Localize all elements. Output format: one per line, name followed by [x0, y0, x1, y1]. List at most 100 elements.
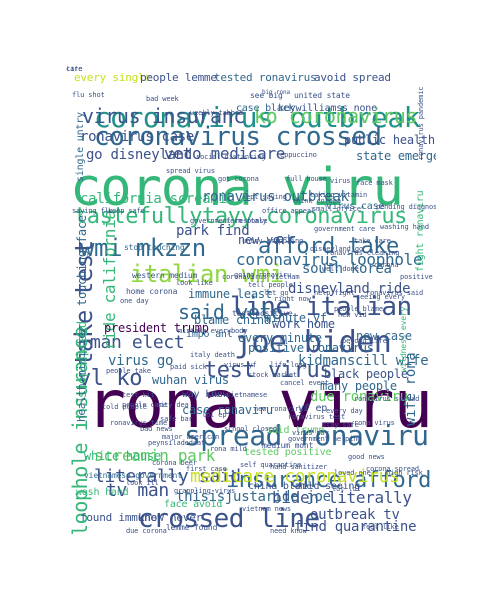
word-cloud: rona viru corona viru coronavirus outbreak… — [66, 66, 436, 534]
word-150: let go — [264, 289, 289, 297]
word-147: ronavirus said — [366, 289, 424, 297]
word-52: positive ronavirus — [248, 341, 374, 355]
word-25: thisisjustaride joe — [176, 489, 331, 505]
word-32: virus go — [108, 353, 174, 369]
word-21: coronavirus loophole — [236, 250, 423, 269]
word-61: minute yf — [264, 311, 327, 325]
word-111: lot lol — [332, 485, 361, 493]
word-71: know never — [138, 511, 203, 524]
word-58: touching face — [75, 215, 89, 306]
word-124: small office — [312, 205, 361, 213]
word-137: ronavirus spread — [354, 395, 420, 403]
word-75: face avoid — [164, 499, 223, 510]
word-149: going ronaviru — [234, 271, 292, 279]
word-165: high risk — [386, 469, 423, 477]
word-74: wash hand — [76, 487, 129, 498]
word-146: look like — [176, 279, 213, 287]
word-11: italian wmi — [130, 260, 284, 288]
word-127: grappling virus — [174, 487, 236, 495]
word-45: ronavirus case — [80, 129, 195, 145]
word-10: afford take — [258, 234, 399, 259]
word-97: saying flu — [72, 207, 113, 215]
word-102: vietnam news — [242, 505, 291, 513]
word-6: spread ronaviru — [184, 419, 429, 452]
word-33: screamin park — [94, 446, 216, 465]
word-117: weekly tabbed — [190, 109, 243, 117]
word-123: office appeal — [262, 207, 315, 215]
word-26: veto medicare — [164, 144, 286, 163]
word-24: biden literally — [272, 488, 412, 507]
word-92: home corona — [126, 287, 178, 296]
word-125: paid sick — [170, 363, 207, 371]
word-73: mild seeing — [296, 481, 361, 492]
word-99: medium mont — [262, 441, 314, 450]
word-134: lol ep — [202, 411, 227, 419]
word-171: coronavirus vietnam — [222, 273, 300, 281]
word-116: bad week — [146, 95, 179, 103]
word-170: ronavirus time — [110, 419, 168, 427]
word-126: look ill — [126, 479, 159, 487]
word-180: self quarantine — [240, 461, 302, 469]
word-129: mistake everybody — [178, 327, 248, 335]
word-142: take vietnamese — [206, 391, 268, 399]
word-59: health minister — [75, 325, 88, 422]
word-163: every day — [326, 407, 363, 415]
word-87: wildness every — [399, 306, 408, 372]
word-22: literally said — [94, 466, 241, 487]
word-40: due ronaviru — [310, 389, 408, 405]
word-51: work home — [272, 317, 335, 331]
word-141: test kit — [122, 391, 155, 399]
word-178: think corona — [292, 197, 341, 205]
word-19: virus insuranc — [82, 104, 245, 128]
word-161: peynsiladedcat — [148, 439, 206, 447]
word-109: ronavirus cleaning — [326, 249, 400, 257]
word-13: test virus — [204, 358, 333, 383]
word-140: hand sanitizer — [270, 463, 328, 471]
word-191: virus — [330, 177, 351, 185]
word-152: bad news — [140, 425, 173, 433]
word-46: public health — [344, 133, 435, 147]
word-42: south korea — [302, 261, 392, 277]
word-86: vietnamese government — [84, 471, 182, 480]
word-164: life long — [270, 361, 307, 369]
word-83: impo ant — [186, 329, 233, 340]
word-157: washing hand — [380, 223, 429, 231]
word-36: find quarantine — [294, 519, 417, 534]
word-47: state emergency — [356, 149, 436, 163]
word-156: social distancing — [196, 153, 266, 161]
word-115: flu shot — [72, 91, 105, 99]
word-20: ko coronavirus — [254, 104, 417, 128]
word-148: people take — [106, 367, 151, 375]
word-194: care — [66, 66, 83, 73]
word-29: ronavirus outbreak — [202, 189, 349, 205]
word-34: tv man — [106, 480, 169, 501]
word-53: white house — [84, 449, 161, 463]
word-182: got corona — [218, 175, 259, 183]
word-68: case black — [236, 103, 295, 114]
word-113: major american — [162, 433, 220, 441]
word-143: cancel event — [280, 379, 329, 387]
word-173: take care — [354, 237, 391, 245]
word-183: full house — [286, 175, 327, 183]
word-27: go disneyland — [86, 147, 192, 163]
word-144: help fight — [314, 289, 355, 297]
word-23: medicare coronavirus — [190, 466, 400, 487]
word-128: untry grappling — [242, 237, 304, 245]
word-195: life — [66, 66, 83, 73]
word-169: right now — [274, 295, 311, 303]
word-172: tell people — [248, 281, 293, 289]
word-162: stock market — [248, 371, 297, 379]
word-64: people lemme — [140, 71, 217, 84]
word-153: rona mild — [210, 445, 247, 453]
word-108: ronavirus pandemic — [417, 86, 425, 160]
word-65: tested ronavirus — [214, 71, 317, 84]
word-37: case ronaviru — [182, 403, 273, 417]
word-120: pending diagnosis — [376, 203, 436, 211]
word-16: insurance afford — [226, 468, 431, 493]
word-66: avoid spread — [314, 71, 391, 84]
word-94: western medium — [132, 271, 198, 280]
word-167: due corona — [126, 527, 167, 535]
word-63: every single — [74, 71, 151, 84]
word-119: ferm italy — [226, 217, 267, 225]
word-62: many people — [320, 379, 397, 393]
